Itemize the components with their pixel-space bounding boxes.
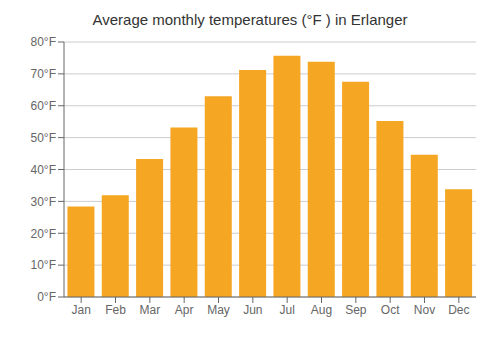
svg-text:20°F: 20°F (31, 227, 56, 241)
svg-text:10°F: 10°F (31, 258, 56, 272)
svg-text:0°F: 0°F (37, 290, 56, 304)
svg-text:Aug: Aug (311, 303, 332, 317)
svg-text:Nov: Nov (414, 303, 435, 317)
html-text:Average monthly temperatures (: Average monthly temperatures (°F ) in Er… (92, 11, 408, 28)
svg-text:Sep: Sep (345, 303, 367, 317)
svg-text:80°F: 80°F (31, 35, 56, 49)
svg-text:Jul: Jul (279, 303, 294, 317)
svg-text:Feb: Feb (105, 303, 126, 317)
svg-text:Jun: Jun (243, 303, 262, 317)
svg-text:30°F: 30°F (31, 195, 56, 209)
svg-text:40°F: 40°F (31, 163, 56, 177)
svg-text:May: May (207, 303, 230, 317)
svg-text:70°F: 70°F (31, 67, 56, 81)
svg-text:50°F: 50°F (31, 131, 56, 145)
svg-text:Apr: Apr (175, 303, 194, 317)
svg-text:60°F: 60°F (31, 99, 56, 113)
svg-text:Oct: Oct (381, 303, 400, 317)
svg-text:Dec: Dec (448, 303, 469, 317)
svg-text:Jan: Jan (71, 303, 90, 317)
svg-text:Mar: Mar (139, 303, 160, 317)
